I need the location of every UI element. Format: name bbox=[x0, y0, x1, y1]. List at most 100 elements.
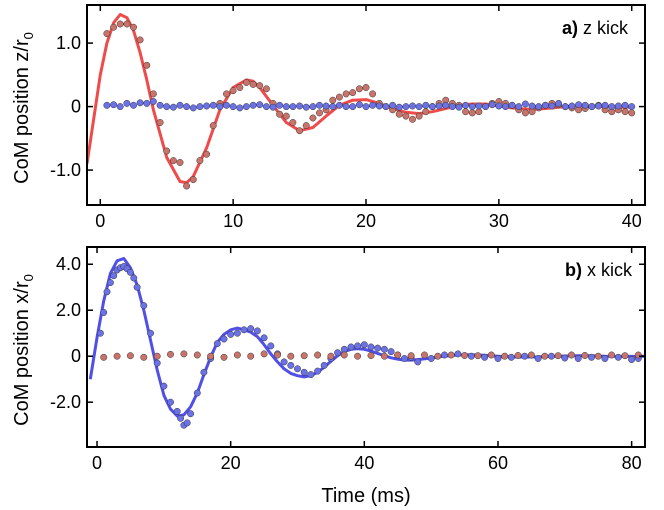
panel-a-primary-point bbox=[289, 119, 297, 126]
panel-a-primary-point bbox=[249, 80, 257, 88]
panel-a-transverse-point bbox=[316, 101, 323, 109]
panel-b-transverse-point bbox=[113, 352, 121, 360]
panel-b-primary-point bbox=[588, 353, 595, 361]
panel-b-transverse-point bbox=[527, 351, 535, 359]
panel-a-transverse-point bbox=[116, 103, 124, 111]
panel-a-transverse-point bbox=[189, 104, 197, 112]
panel-a-primary-point bbox=[302, 122, 310, 130]
panel-b-transverse-point bbox=[554, 352, 562, 360]
panel-a-transverse-point bbox=[515, 103, 523, 111]
panel-b-primary-point bbox=[601, 355, 609, 362]
panel-a-transverse-point bbox=[209, 101, 217, 109]
panel-b-primary-point bbox=[454, 350, 462, 358]
panel-a-transverse-point bbox=[203, 102, 211, 110]
panel-a-transverse-point bbox=[282, 103, 290, 111]
panel-a-primary-point bbox=[468, 109, 476, 117]
panel-b-transverse-point bbox=[220, 353, 228, 361]
panel-b-fit-curve bbox=[88, 257, 645, 418]
panel-a-primary-point bbox=[183, 182, 191, 190]
panel-b-primary-point bbox=[387, 348, 395, 356]
panel-a-primary-point bbox=[628, 109, 636, 117]
panel-b-primary-point bbox=[147, 329, 154, 337]
panel-b-primary-point bbox=[427, 355, 435, 362]
panel-a-transverse-point bbox=[462, 101, 470, 109]
panel-a-fit-curve bbox=[87, 13, 632, 185]
panel-a-primary-point bbox=[462, 108, 470, 116]
panel-a-transverse-point bbox=[395, 103, 403, 111]
panel-a-transverse-point bbox=[482, 103, 490, 111]
panel-b-transverse-point bbox=[247, 352, 255, 360]
panel-b-transverse-point bbox=[367, 352, 375, 359]
panel-a-transverse-point bbox=[342, 103, 350, 111]
panel-a-transverse-point bbox=[402, 103, 410, 111]
panel-b-transverse-point bbox=[354, 352, 362, 360]
panel-b-transverse-point bbox=[314, 351, 322, 359]
panel-b-x-tick-label: 80 bbox=[622, 453, 642, 473]
panel-b-transverse-point bbox=[287, 352, 295, 360]
panel-a-transverse-point bbox=[468, 103, 476, 111]
panel-a-transverse-point bbox=[488, 101, 496, 109]
panel-a-primary-point bbox=[189, 176, 197, 184]
panel-a-primary-point bbox=[621, 108, 629, 116]
panel-a-transverse-point bbox=[163, 103, 171, 111]
panel-a-transverse-point bbox=[575, 101, 583, 109]
x-axis-title: Time (ms) bbox=[321, 485, 410, 507]
panel-b-transverse-point bbox=[100, 353, 108, 361]
panel-b-transverse-point bbox=[421, 351, 428, 359]
panel-a-x-tick-label: 10 bbox=[223, 211, 243, 231]
panel-a-x-tick-label: 30 bbox=[489, 211, 509, 231]
panel-b-primary-point bbox=[280, 358, 288, 366]
panel-b-transverse-point bbox=[340, 351, 348, 359]
panel-a-primary-point bbox=[123, 20, 131, 28]
panel-a-transverse-point bbox=[242, 103, 250, 111]
panel-a-primary-point bbox=[156, 119, 164, 126]
panel-b-ylabel: CoM position x/r0 bbox=[11, 274, 36, 426]
panel-a-primary-point bbox=[316, 109, 323, 117]
panel-b-transverse-point bbox=[380, 352, 388, 360]
panel-a-primary-point bbox=[229, 87, 237, 95]
panel-b-primary-point bbox=[160, 382, 168, 390]
panel-a-transverse-point bbox=[455, 103, 463, 111]
panel-b-transverse-point bbox=[447, 351, 455, 359]
panel-a-transverse-point bbox=[548, 102, 556, 110]
panel-a-transverse-point bbox=[289, 103, 297, 111]
panel-b-primary-point bbox=[307, 371, 315, 379]
panel-b-transverse-point bbox=[461, 352, 469, 359]
panel-b-x-kick: CoM position x/r0 b) x kick Time (ms) 0 20… bbox=[11, 246, 646, 507]
panel-a-transverse-point bbox=[136, 99, 144, 107]
panel-a-transverse-point bbox=[176, 101, 184, 109]
panel-a-transverse-point bbox=[382, 103, 390, 111]
panel-a-transverse-point bbox=[581, 101, 589, 109]
panel-a-transverse-point bbox=[130, 101, 137, 109]
panel-a-primary-point bbox=[256, 82, 264, 90]
panel-a-primary-point bbox=[369, 90, 377, 98]
panel-a-primary-point bbox=[136, 36, 144, 44]
panel-a-x-tick-label: 40 bbox=[622, 211, 642, 231]
panel-b-primary-point bbox=[133, 283, 141, 291]
panel-b-primary-point bbox=[253, 327, 261, 335]
panel-b-primary-point bbox=[187, 410, 195, 418]
panel-b-plot-area bbox=[88, 257, 645, 429]
panel-b-x-tick-label: 20 bbox=[221, 453, 241, 473]
panel-b-transverse-point bbox=[568, 351, 575, 359]
panel-b-primary-point bbox=[227, 330, 235, 338]
panel-a-transverse-point bbox=[621, 101, 629, 109]
panel-b-primary-point bbox=[267, 342, 275, 350]
panel-a-primary-point bbox=[349, 89, 357, 97]
panel-b-primary-point bbox=[334, 349, 342, 357]
panel-a-primary-point bbox=[309, 114, 317, 122]
panel-b-primary-point bbox=[100, 309, 108, 316]
panel-b-primary-point bbox=[294, 365, 301, 373]
panel-a-transverse-point bbox=[614, 102, 622, 110]
panel-b-primary-point bbox=[374, 344, 382, 352]
panel-b-primary-point bbox=[167, 398, 174, 406]
panel-b-x-tick-label: 60 bbox=[488, 453, 508, 473]
panel-b-transverse-point bbox=[180, 350, 188, 358]
panel-b-transverse-point bbox=[140, 353, 148, 361]
panel-a-transverse-point bbox=[362, 103, 370, 111]
panel-a-transverse-point bbox=[541, 101, 549, 109]
panel-a-transverse-point bbox=[369, 101, 377, 109]
panel-a-transverse-point bbox=[269, 103, 277, 111]
panel-b-primary-point bbox=[200, 368, 208, 376]
panel-a-transverse-point bbox=[149, 98, 157, 105]
